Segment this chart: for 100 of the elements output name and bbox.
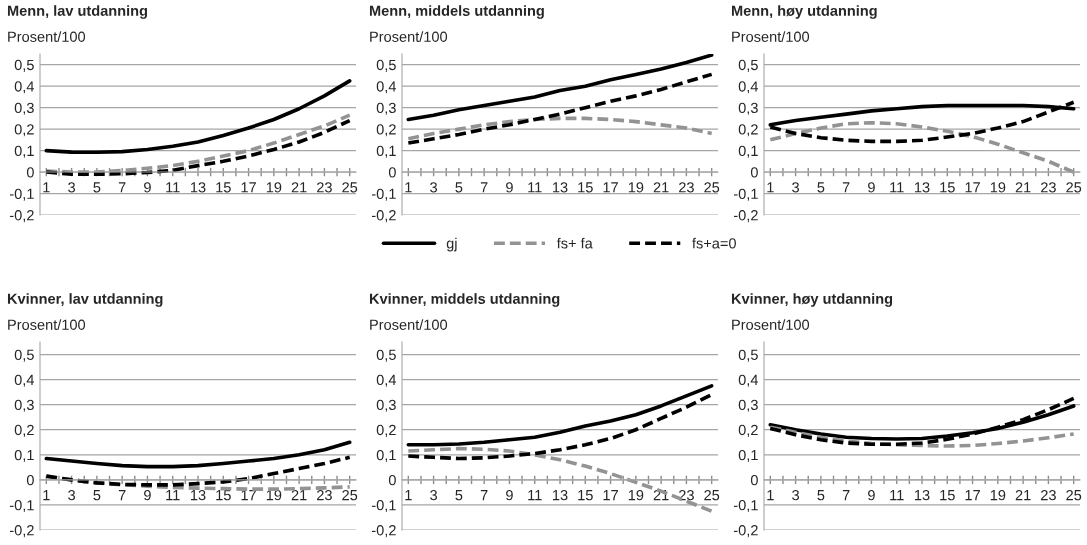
x-tick-label: 17 [965, 182, 980, 193]
x-tick-label: 15 [216, 182, 231, 193]
x-tick-label: 15 [578, 490, 593, 501]
x-tick-label: 5 [455, 490, 463, 501]
x-tick-label: 13 [191, 489, 206, 501]
y-tick-label: 0,4 [376, 374, 397, 387]
x-tick-label: 15 [940, 182, 955, 193]
x-tick-label: 7 [842, 490, 850, 501]
x-tick-label: 7 [480, 182, 488, 193]
x-tick-label: 19 [266, 182, 282, 193]
x-tick-label: 1 [405, 490, 412, 501]
y-tick-label: 0 [750, 474, 758, 486]
y-tick-label: 0,4 [738, 374, 759, 387]
x-tick-label: 5 [817, 490, 825, 501]
x-tick-label: 3 [792, 489, 800, 501]
y-tick-label: -0,1 [371, 500, 396, 513]
x-tick-label: 15 [940, 490, 955, 501]
line-series [44, 440, 352, 469]
line-series [406, 54, 714, 122]
x-tick-label: 15 [216, 490, 231, 501]
x-tick-label: 13 [553, 489, 568, 501]
x-tick-label: 11 [528, 490, 542, 501]
x-tick-label: 7 [842, 182, 850, 193]
x-tick-label: 23 [317, 182, 332, 193]
x-tick-label: 11 [890, 182, 904, 193]
legend-label: gj [446, 237, 457, 252]
x-tick-label: 15 [578, 182, 593, 193]
y-axis-title: Prosent/100 [370, 31, 448, 42]
chart-title: Menn, lav utdanning [7, 5, 147, 19]
y-tick-label: 0,1 [738, 145, 758, 158]
y-tick-label: 0,5 [738, 349, 758, 362]
y-tick-label: 0,1 [376, 449, 396, 462]
chart-title: Menn, middels utdanning [369, 5, 544, 19]
y-tick-label: 0,5 [14, 349, 34, 362]
y-tick-label: 0,2 [738, 124, 758, 137]
x-tick-label: 5 [455, 182, 463, 193]
x-tick-label: 7 [480, 490, 488, 501]
x-tick-label: 21 [1015, 182, 1031, 193]
y-tick-label: 0,3 [738, 102, 758, 115]
x-tick-label: 25 [1066, 489, 1082, 501]
x-tick-label: 25 [1066, 182, 1082, 193]
y-axis-title: Prosent/100 [732, 31, 810, 42]
chart-title: Kvinner, lav utdanning [7, 293, 163, 307]
y-tick-label: 0,1 [14, 449, 34, 462]
y-tick-label: 0,5 [376, 59, 396, 72]
y-tick-label: -0,1 [371, 188, 396, 201]
y-tick-label: -0,2 [371, 210, 396, 223]
line-series [768, 396, 1076, 447]
y-tick-label: 0,2 [14, 124, 34, 137]
chart-title: Menn, høy utdanning [731, 5, 877, 19]
x-tick-label: 3 [430, 182, 438, 193]
y-tick-label: 0 [388, 474, 396, 486]
x-tick-label: 7 [118, 490, 126, 501]
line-series [406, 392, 714, 461]
x-tick-label: 19 [990, 182, 1006, 193]
y-tick-label: -0,2 [733, 210, 758, 223]
legend-label: fs+a=0 [692, 237, 736, 249]
x-tick-label: 9 [506, 489, 513, 501]
y-tick-label: -0,1 [9, 188, 34, 201]
y-tick-label: 0,3 [376, 102, 396, 115]
y-axis-title: Prosent/100 [732, 319, 810, 330]
y-tick-label: 0,5 [738, 59, 758, 72]
x-tick-label: 9 [868, 489, 875, 501]
line-series [406, 384, 714, 447]
x-tick-label: 9 [144, 182, 151, 193]
x-tick-label: 9 [868, 182, 875, 193]
x-tick-label: 25 [342, 182, 358, 193]
y-axis-title: Prosent/100 [8, 31, 86, 42]
x-tick-label: 11 [166, 490, 180, 501]
x-tick-label: 19 [628, 182, 644, 193]
x-tick-label: 23 [1041, 489, 1056, 501]
x-tick-label: 9 [506, 182, 513, 193]
y-axis-title: Prosent/100 [370, 319, 448, 330]
y-tick-label: 0 [26, 167, 34, 178]
y-tick-label: -0,2 [9, 525, 34, 538]
y-tick-label: 0,2 [738, 424, 758, 437]
y-tick-label: 0 [26, 474, 34, 486]
y-tick-label: -0,1 [9, 500, 34, 513]
y-tick-label: 0,3 [14, 102, 34, 115]
x-tick-label: 7 [118, 182, 126, 193]
y-tick-label: 0,5 [14, 59, 34, 72]
x-tick-label: 1 [43, 182, 50, 193]
x-tick-label: 11 [890, 490, 904, 501]
x-tick-label: 23 [317, 489, 332, 501]
x-tick-label: 21 [653, 182, 669, 193]
y-tick-label: -0,2 [9, 210, 34, 223]
y-tick-label: -0,1 [733, 188, 758, 201]
x-tick-label: 17 [241, 182, 256, 193]
line-series [406, 116, 714, 141]
x-tick-label: 3 [68, 182, 76, 193]
x-tick-label: 25 [342, 489, 358, 501]
x-tick-label: 17 [965, 490, 980, 501]
y-tick-label: 0,3 [376, 399, 396, 412]
line-series [768, 120, 1076, 174]
x-tick-label: 23 [679, 182, 694, 193]
y-tick-label: 0,1 [14, 145, 34, 158]
chart-title: Kvinner, høy utdanning [731, 293, 893, 307]
line-series [44, 79, 352, 155]
x-tick-label: 5 [93, 182, 101, 193]
y-tick-label: 0,3 [14, 399, 34, 412]
